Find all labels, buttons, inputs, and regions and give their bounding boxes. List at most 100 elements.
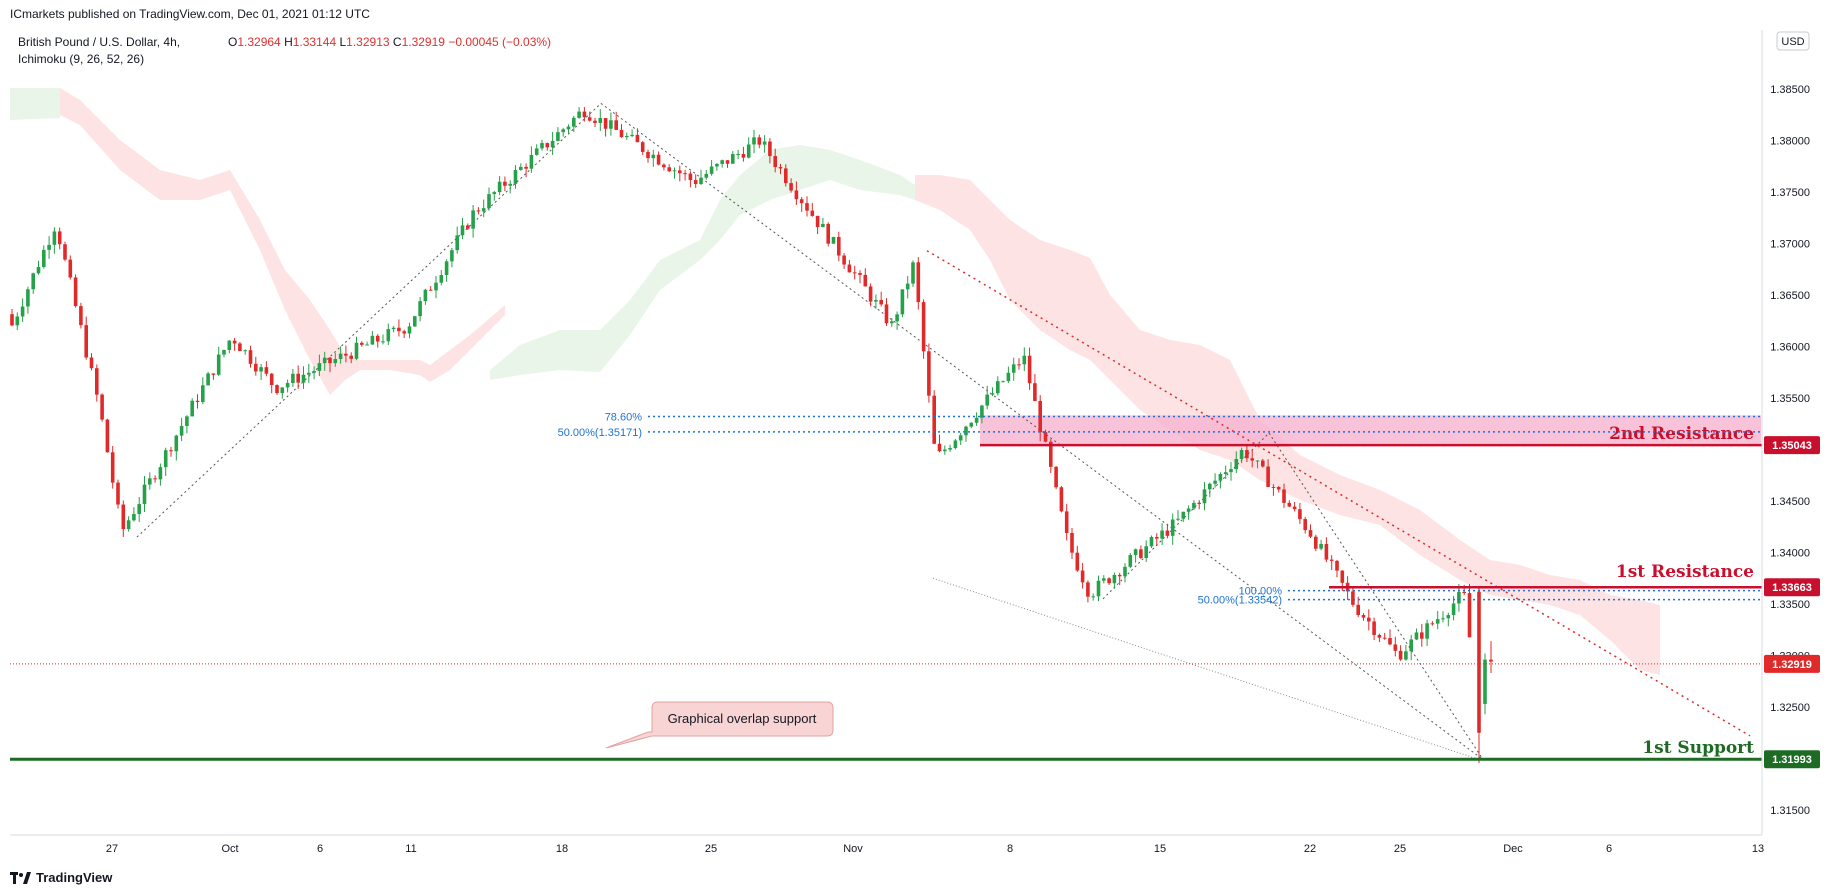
candle-body <box>598 118 603 123</box>
candle-body <box>1425 623 1429 639</box>
first-support-label: 1st Support <box>1642 738 1754 758</box>
candle-body <box>672 170 677 172</box>
candle-body <box>216 354 221 375</box>
candle-body <box>174 435 179 452</box>
candle-body <box>89 357 94 369</box>
x-tick-label: 25 <box>1394 843 1406 855</box>
candle-body <box>179 425 184 436</box>
x-tick-label: 15 <box>1154 843 1166 855</box>
candle-body <box>10 314 14 326</box>
x-axis-ticks: 27 Oct 6 11 18 25 Nov 8 15 22 25 Dec 6 13 <box>106 843 1764 855</box>
tradingview-logo[interactable]: TradingView <box>10 870 112 885</box>
candle-body <box>932 395 936 444</box>
candle-body <box>68 259 73 278</box>
candle-body <box>1165 530 1170 536</box>
candle-body <box>1462 591 1466 594</box>
candle-body <box>529 154 534 169</box>
candle-body <box>434 282 438 291</box>
candle-body <box>757 137 762 145</box>
candle-body <box>1043 432 1048 442</box>
candle-body <box>52 231 57 245</box>
candle-body <box>254 363 258 372</box>
candle-body <box>990 393 995 395</box>
candle-body <box>577 111 581 118</box>
candle-body <box>190 400 194 417</box>
candle-body <box>248 350 253 364</box>
currency-button[interactable]: USD <box>1776 31 1810 51</box>
y-tick-label: 1.36000 <box>1770 342 1810 354</box>
candle-body <box>1319 543 1323 549</box>
y-tick-label: 1.36500 <box>1770 290 1810 302</box>
candle-body <box>720 160 724 164</box>
candle-body <box>927 351 931 396</box>
candle-body <box>317 363 322 371</box>
x-tick-label: Oct <box>221 843 238 855</box>
candle-body <box>269 373 274 386</box>
candle-body <box>1213 480 1217 484</box>
candle-body <box>1282 489 1286 503</box>
candle-body <box>1102 578 1106 581</box>
candle-body <box>1351 591 1355 605</box>
fib-50-high-label: 50.00%(1.35171) <box>558 427 642 439</box>
candle-body <box>1229 469 1233 473</box>
candle-body <box>524 166 528 169</box>
candle-body <box>1457 591 1461 604</box>
candle-body <box>42 249 46 267</box>
candle-body <box>964 426 968 436</box>
candle-body <box>762 141 767 145</box>
candle-body <box>704 173 709 178</box>
candle-body <box>1128 555 1133 567</box>
symbol-title[interactable]: British Pound / U.S. Dollar, 4h, <box>18 35 181 49</box>
x-tick-label: 13 <box>1752 843 1764 855</box>
candle-body <box>799 199 804 204</box>
candle-body <box>582 111 587 118</box>
candle-body <box>630 134 634 136</box>
candle-body <box>996 381 1000 394</box>
candle-body <box>1409 639 1413 652</box>
candle-body <box>232 340 237 344</box>
candle-body <box>1155 537 1159 539</box>
candle-body <box>826 223 830 244</box>
y-tick-label: 1.37500 <box>1770 187 1810 199</box>
candle-body <box>715 163 719 167</box>
candle-body <box>455 235 459 251</box>
x-tick-label: Nov <box>843 843 863 855</box>
candle-body <box>980 405 984 418</box>
candle-body <box>1430 623 1435 625</box>
candle-body <box>1064 511 1069 534</box>
first-resistance-price-tag-bg <box>1764 578 1820 597</box>
candle-body <box>471 210 475 229</box>
annotation-callout[interactable]: Graphical overlap support <box>605 701 834 749</box>
y-tick-label: 1.34000 <box>1770 548 1810 560</box>
x-tick-label: 25 <box>705 843 717 855</box>
y-tick-label: 1.35500 <box>1770 393 1810 405</box>
candle-body <box>1112 574 1117 584</box>
candle-body <box>1001 381 1005 383</box>
candle-body <box>312 370 316 373</box>
candle-body <box>667 167 671 172</box>
candle-body <box>741 154 746 158</box>
candle-body <box>1133 549 1138 556</box>
candle-body <box>985 394 989 406</box>
candle-body <box>301 374 306 383</box>
candle-body <box>683 173 687 175</box>
candle-body <box>275 385 279 394</box>
candle-body <box>1372 621 1376 635</box>
support-price-tag-bg <box>1764 750 1820 769</box>
ohlc-high: 1.33144 <box>292 35 337 49</box>
x-tick-label: 27 <box>106 843 118 855</box>
price-axis-labels: 1.35043 1.33663 1.32919 1.31993 <box>1764 436 1820 769</box>
candle-body <box>1377 634 1382 638</box>
candle-body <box>370 335 375 345</box>
candle-body <box>656 154 661 165</box>
candle-body <box>519 166 523 170</box>
candle-body <box>943 449 947 452</box>
candle-body <box>1239 450 1244 459</box>
candle-body <box>349 355 353 359</box>
candle-body <box>874 299 878 302</box>
indicator-title[interactable]: Ichimoku (9, 26, 52, 26) <box>18 52 145 66</box>
fib-100-label: 100.00% <box>1239 586 1283 598</box>
candle-body <box>773 156 777 168</box>
